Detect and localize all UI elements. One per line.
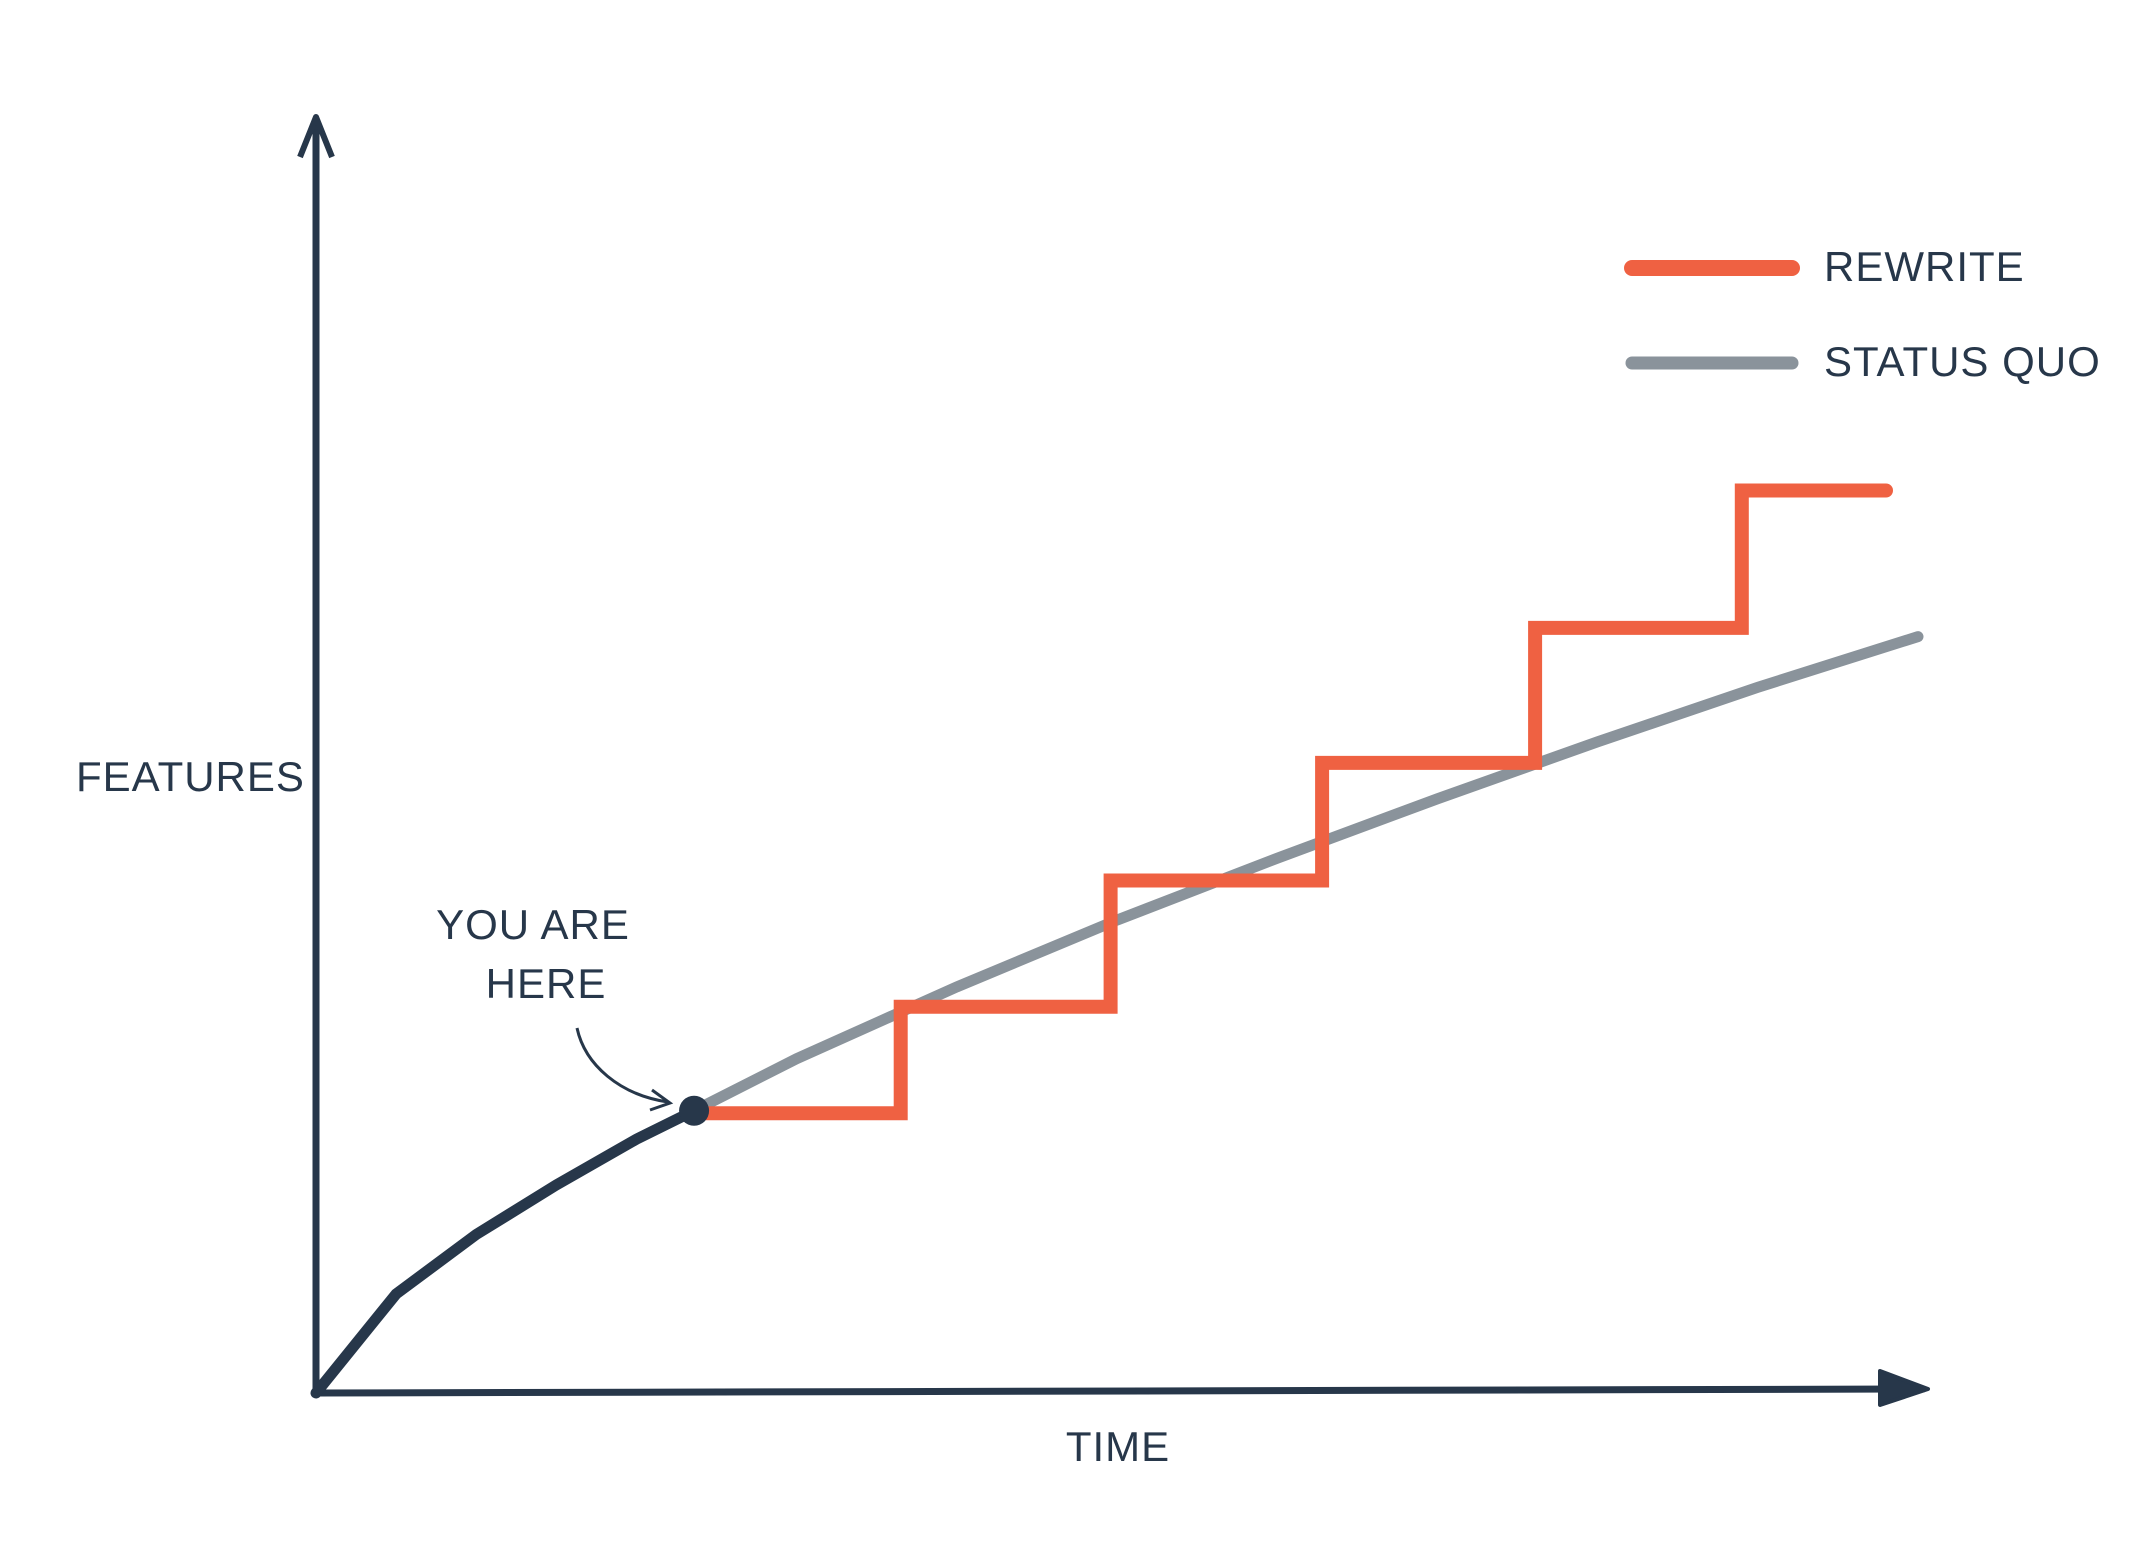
series-line-past xyxy=(310,1105,700,1399)
legend-label: REWRITE xyxy=(1824,243,2025,290)
series-line xyxy=(687,483,1893,1121)
legend-label: STATUS QUO xyxy=(1824,338,2101,385)
annotation-text: YOU ARE xyxy=(436,901,630,948)
x-axis-arrow xyxy=(1878,1369,1930,1407)
series-line xyxy=(688,631,1924,1117)
y-axis-arrow xyxy=(297,114,335,159)
x-axis xyxy=(312,1385,1927,1397)
annotation-arrow xyxy=(575,1027,669,1104)
y-axis-label: FEATURES xyxy=(76,753,305,800)
you-are-here-marker xyxy=(679,1095,710,1126)
annotation-text: HERE xyxy=(486,960,607,1007)
x-axis-label: TIME xyxy=(1066,1423,1170,1470)
annotation-arrowhead xyxy=(649,1088,674,1112)
